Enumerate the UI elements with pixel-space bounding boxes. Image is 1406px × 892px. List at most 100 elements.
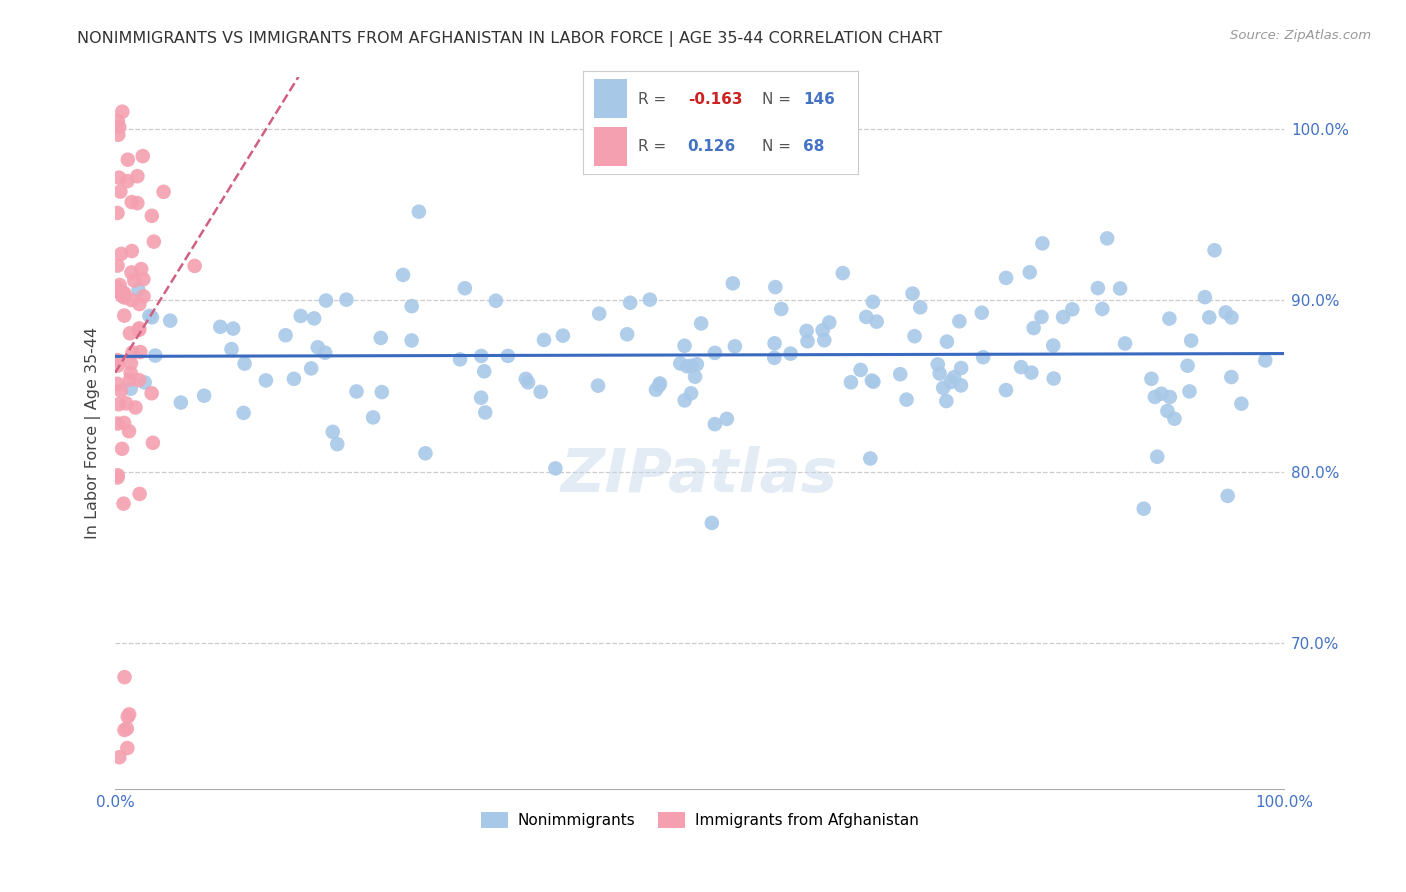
Point: [449, 352, 471, 367]
Point: [796, 334, 818, 349]
Point: [107, 259, 129, 273]
Point: [470, 391, 492, 405]
Text: ZIPatlas: ZIPatlas: [561, 446, 838, 505]
Point: [299, 361, 322, 376]
Point: [401, 334, 423, 348]
Point: [638, 293, 661, 307]
Point: [681, 359, 703, 373]
Point: [110, 247, 132, 261]
Point: [118, 373, 141, 387]
Point: [669, 357, 692, 371]
Point: [943, 370, 966, 384]
Point: [283, 372, 305, 386]
Point: [401, 299, 423, 313]
Point: [117, 741, 139, 756]
Point: [110, 384, 132, 398]
Point: [533, 333, 555, 347]
Point: [108, 750, 131, 764]
Point: [948, 314, 970, 328]
Point: [128, 373, 150, 387]
Point: [121, 244, 143, 258]
Point: [716, 412, 738, 426]
Point: [141, 386, 163, 401]
Point: [703, 417, 725, 431]
Point: [724, 339, 747, 353]
Point: [254, 373, 277, 387]
Point: [839, 376, 862, 390]
Text: N =: N =: [762, 92, 796, 106]
Point: [1021, 366, 1043, 380]
Point: [107, 359, 129, 373]
Point: [108, 170, 131, 185]
Point: [120, 382, 142, 396]
Point: [796, 324, 818, 338]
Point: [690, 317, 713, 331]
Point: [1220, 370, 1243, 384]
Point: [128, 487, 150, 501]
Point: [485, 293, 508, 308]
Point: [515, 372, 537, 386]
Point: [896, 392, 918, 407]
Point: [209, 319, 232, 334]
Point: [1159, 311, 1181, 326]
Point: [112, 497, 135, 511]
Point: [496, 349, 519, 363]
Point: [107, 470, 129, 484]
Point: [862, 375, 884, 389]
Point: [1215, 305, 1237, 319]
Point: [111, 289, 134, 303]
Point: [1159, 390, 1181, 404]
Point: [1031, 310, 1053, 324]
Point: [127, 196, 149, 211]
Point: [862, 294, 884, 309]
Point: [454, 281, 477, 295]
Point: [811, 323, 834, 337]
Point: [107, 376, 129, 391]
Point: [1091, 301, 1114, 316]
Point: [1204, 244, 1226, 258]
Point: [120, 265, 142, 279]
Point: [1087, 281, 1109, 295]
Point: [1220, 310, 1243, 325]
Point: [686, 357, 709, 371]
Point: [928, 367, 950, 381]
Point: [143, 349, 166, 363]
Point: [132, 272, 155, 286]
Point: [530, 384, 553, 399]
Point: [586, 378, 609, 392]
Point: [1156, 404, 1178, 418]
Point: [1031, 236, 1053, 251]
Text: R =: R =: [638, 139, 672, 153]
Point: [132, 149, 155, 163]
Point: [112, 309, 135, 323]
Point: [474, 405, 496, 419]
Point: [935, 334, 957, 349]
Point: [1216, 489, 1239, 503]
Point: [392, 268, 415, 282]
Point: [950, 361, 973, 376]
Point: [141, 209, 163, 223]
Point: [141, 310, 163, 325]
Point: [1150, 386, 1173, 401]
Point: [128, 321, 150, 335]
Point: [927, 358, 949, 372]
Point: [221, 342, 243, 356]
Point: [1010, 360, 1032, 375]
Text: 0.126: 0.126: [688, 139, 735, 153]
Point: [115, 396, 138, 410]
Point: [763, 351, 786, 365]
Point: [855, 310, 877, 324]
Point: [110, 185, 132, 199]
Point: [128, 297, 150, 311]
Point: [111, 442, 134, 456]
Point: [866, 315, 889, 329]
Y-axis label: In Labor Force | Age 35-44: In Labor Force | Age 35-44: [86, 327, 101, 539]
Point: [118, 424, 141, 438]
Point: [114, 670, 136, 684]
Point: [107, 280, 129, 294]
Point: [302, 311, 325, 326]
Point: [107, 128, 129, 142]
Point: [903, 329, 925, 343]
Point: [232, 406, 254, 420]
Point: [1132, 501, 1154, 516]
